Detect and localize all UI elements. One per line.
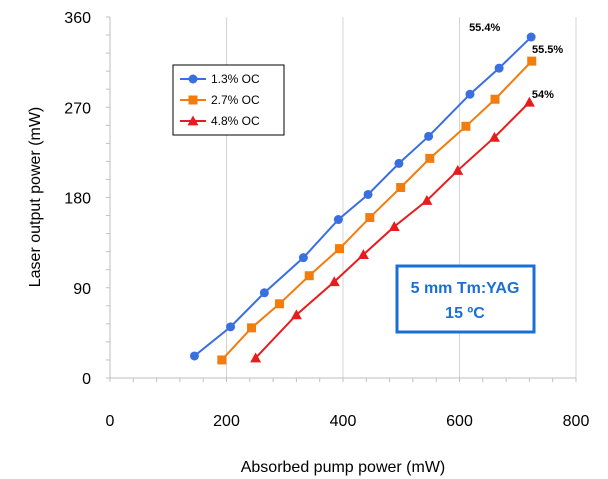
slope-efficiency-label: 55.4% [469,22,500,34]
data-point [421,195,433,205]
data-point [304,271,314,281]
legend-items: 1.3% OC 2.7% OC 4.8% OC [180,72,260,128]
data-point [217,355,227,365]
legend-label: 2.7% OC [211,93,260,107]
data-point [425,153,435,163]
info-textbox-border [395,264,536,334]
series [189,32,537,365]
y-tick-label: 180 [64,191,91,208]
series-2 [217,56,537,365]
tick-labels: 0 200 400 600 800 0 90 180 270 360 [64,10,589,430]
y-tick-label: 270 [64,100,91,117]
data-point [275,299,285,309]
data-point [424,131,434,141]
data-point [357,249,369,260]
legend-item: 1.3% OC [180,72,260,86]
data-point [490,94,500,104]
data-point [394,158,404,168]
grid-lines [226,17,577,378]
data-point [328,276,340,287]
x-tick-label: 200 [213,413,240,430]
axes [106,16,577,382]
data-point [189,351,199,361]
legend-marker [188,95,198,105]
series-1 [189,32,536,361]
info-textbox-line-2: 15 ºC [445,305,485,322]
series-3 [250,96,535,363]
legend-marker [188,74,198,84]
info-textbox-line-1: 5 mm Tm:YAG [411,280,520,297]
data-point [247,323,257,333]
y-tick-label: 0 [82,371,91,388]
x-axis-title: Absorbed pump power (mW) [241,459,446,476]
info-textbox: 5 mm Tm:YAG 15 ºC [395,264,536,334]
x-tick-label: 800 [563,413,590,430]
data-point [250,352,262,363]
legend-label: 4.8% OC [211,114,260,128]
legend-item: 2.7% OC [180,93,260,107]
data-point [523,96,535,107]
slope-efficiency-label: 54% [532,89,554,101]
data-point [488,131,500,142]
data-point [363,189,373,199]
slope-efficiency-label: 55.5% [532,44,563,56]
y-tick-label: 360 [64,10,91,27]
legend-marker [187,115,199,126]
data-point [527,56,537,66]
annotations: 55.4% 55.5% 54% [469,22,563,101]
x-tick-label: 0 [106,413,115,430]
data-point [290,309,302,320]
x-tick-label: 400 [330,413,357,430]
data-point [335,244,345,254]
data-point [226,322,236,332]
data-point [259,288,269,298]
legend-label: 1.3% OC [211,72,260,86]
data-point [452,164,464,175]
y-axis-title: Laser output power (mW) [27,107,44,288]
y-tick-label: 90 [73,281,91,298]
data-point [465,89,475,99]
legend-item: 4.8% OC [180,114,260,128]
legend: 1.3% OC 2.7% OC 4.8% OC [172,64,285,136]
x-tick-label: 600 [446,413,473,430]
data-point [526,32,536,42]
data-point [494,63,504,73]
data-point [396,182,406,192]
data-point [365,213,375,223]
data-point [388,221,400,231]
data-point [298,253,308,263]
data-point [333,215,343,225]
data-point [461,121,471,131]
